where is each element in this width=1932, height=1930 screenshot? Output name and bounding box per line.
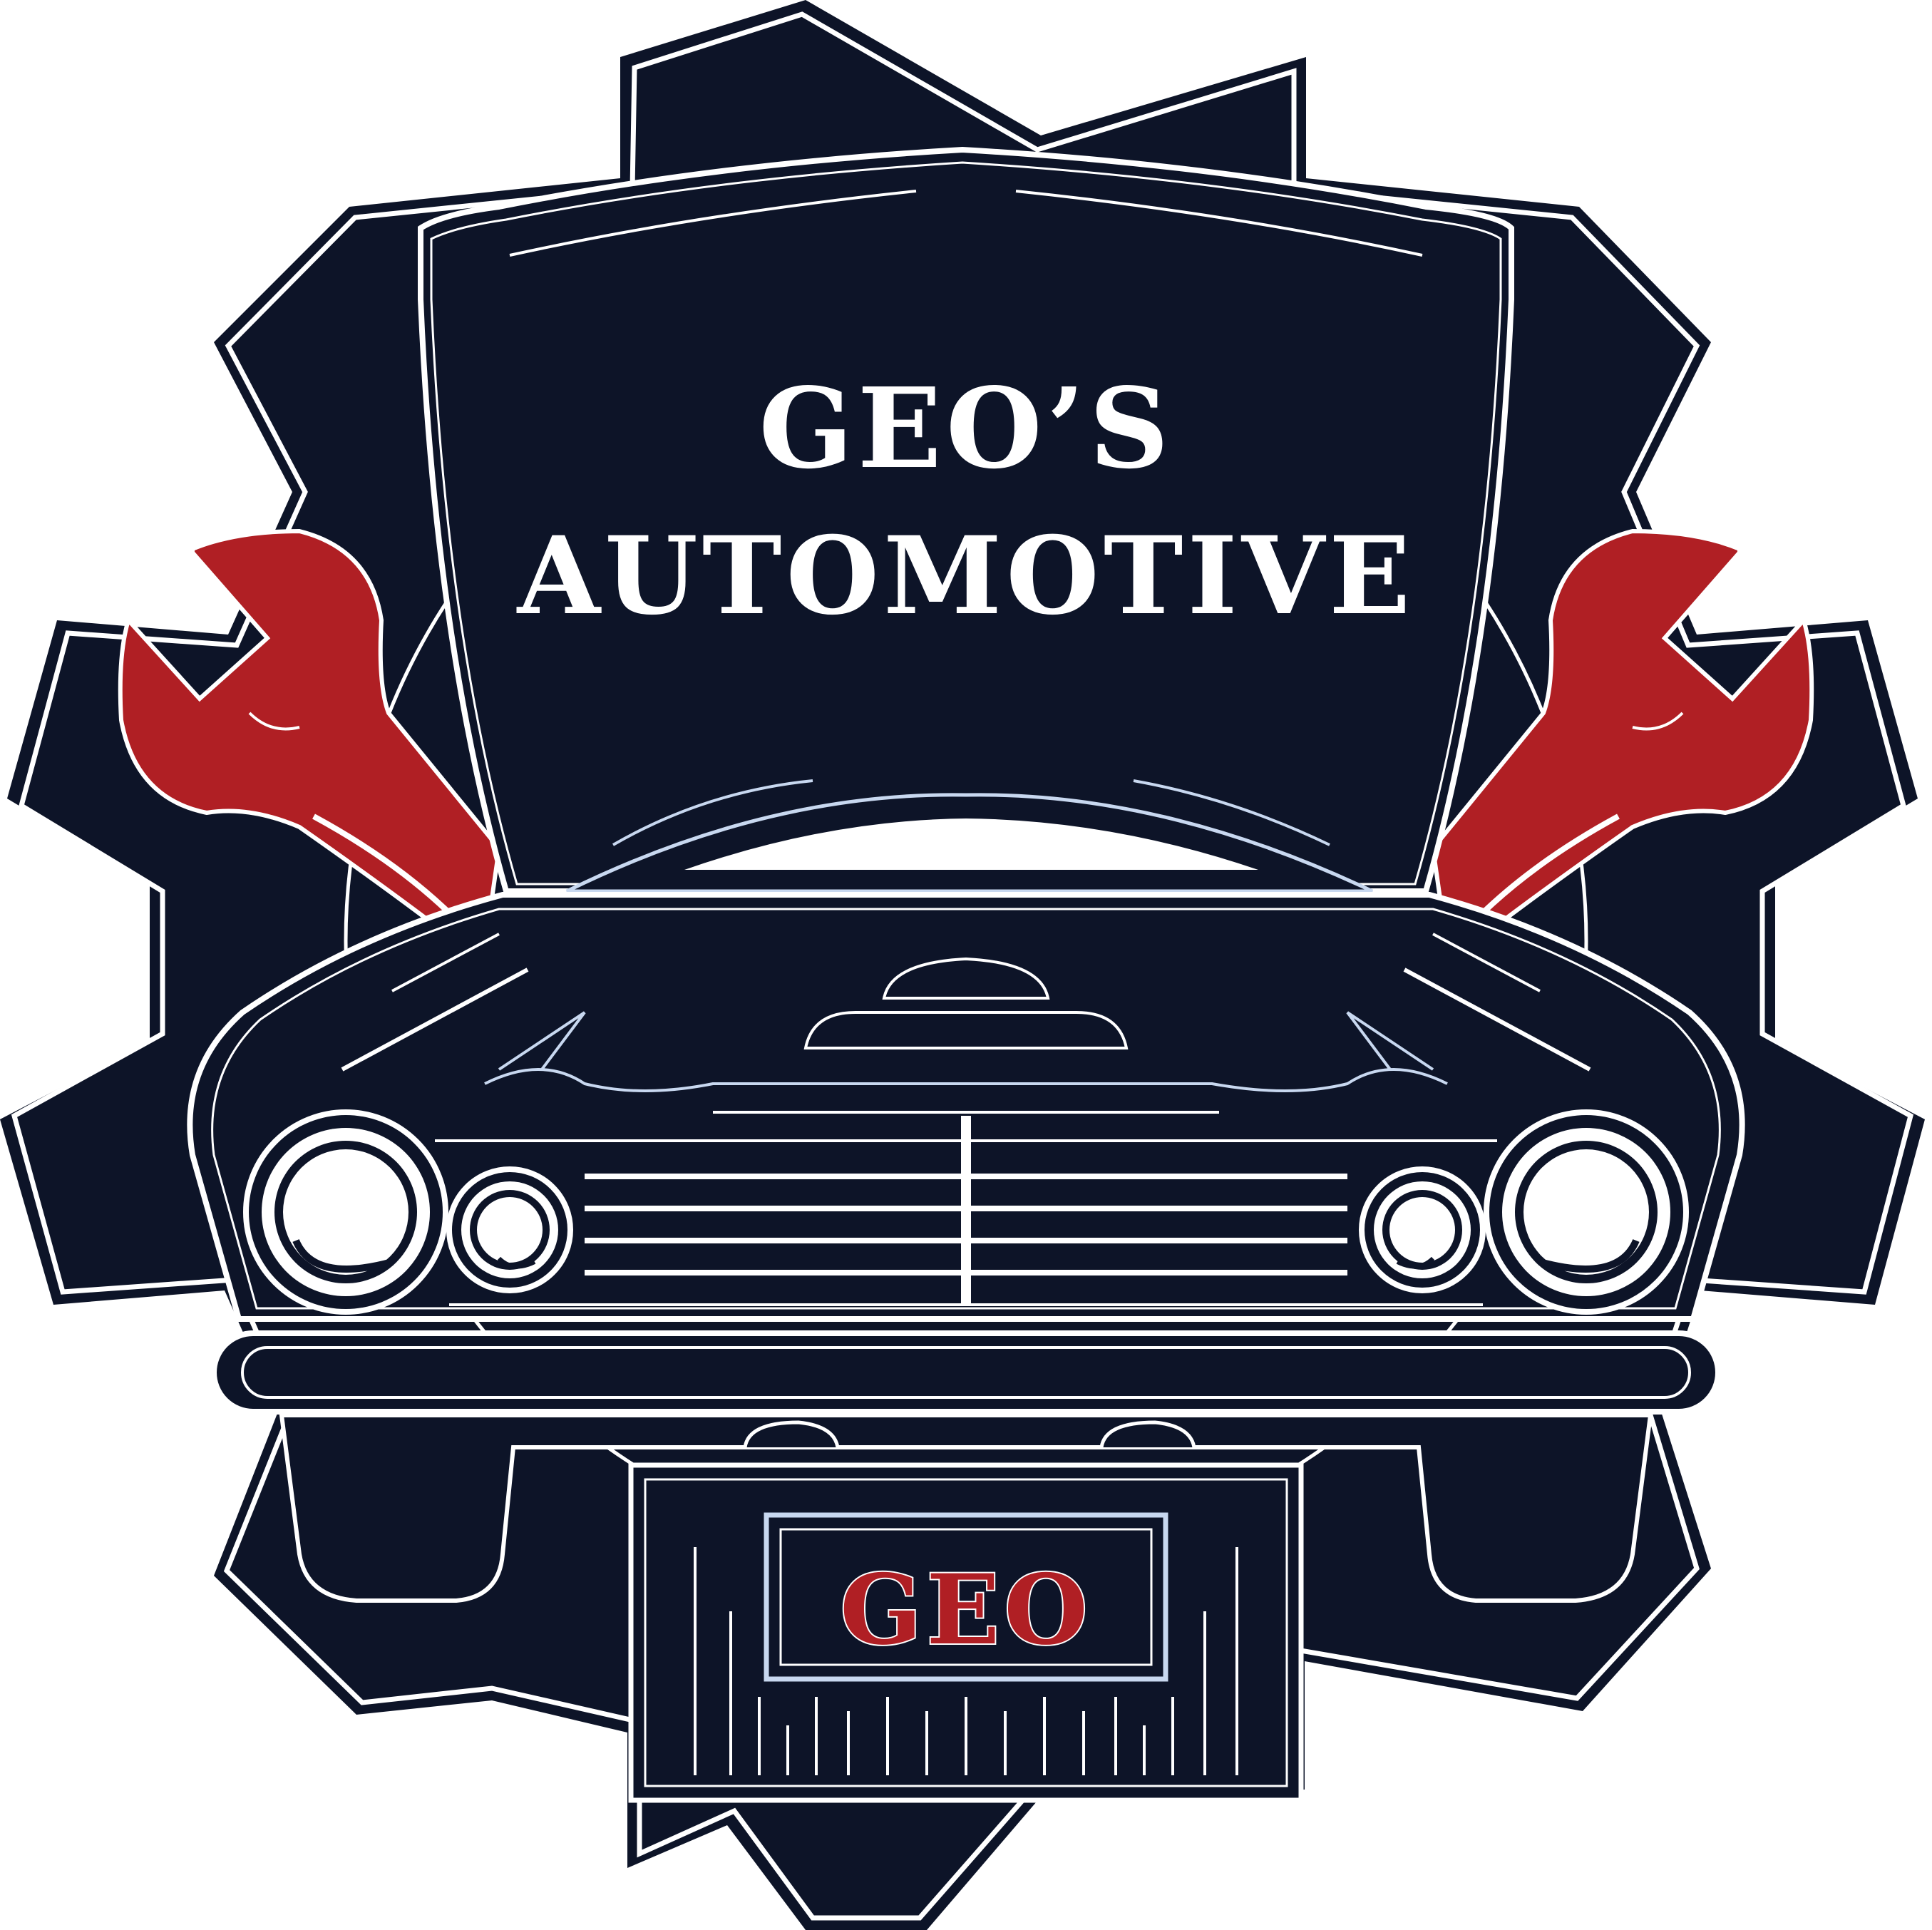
wrench-icon — [118, 528, 502, 923]
car-icon: GEO — [187, 146, 1745, 1803]
headlight-icon — [1484, 1109, 1689, 1315]
headlight-icon — [1359, 1166, 1486, 1293]
license-plate-icon: GEO — [628, 1462, 1304, 1803]
brand-name-line2: AUTOMOTIVE — [516, 513, 1415, 639]
plate-text: GEO — [840, 1553, 1092, 1666]
brand-name-line1: GEO’S — [759, 363, 1173, 493]
wrench-icon — [1430, 528, 1814, 923]
headlight-icon — [243, 1109, 448, 1315]
headlight-icon — [446, 1166, 573, 1293]
